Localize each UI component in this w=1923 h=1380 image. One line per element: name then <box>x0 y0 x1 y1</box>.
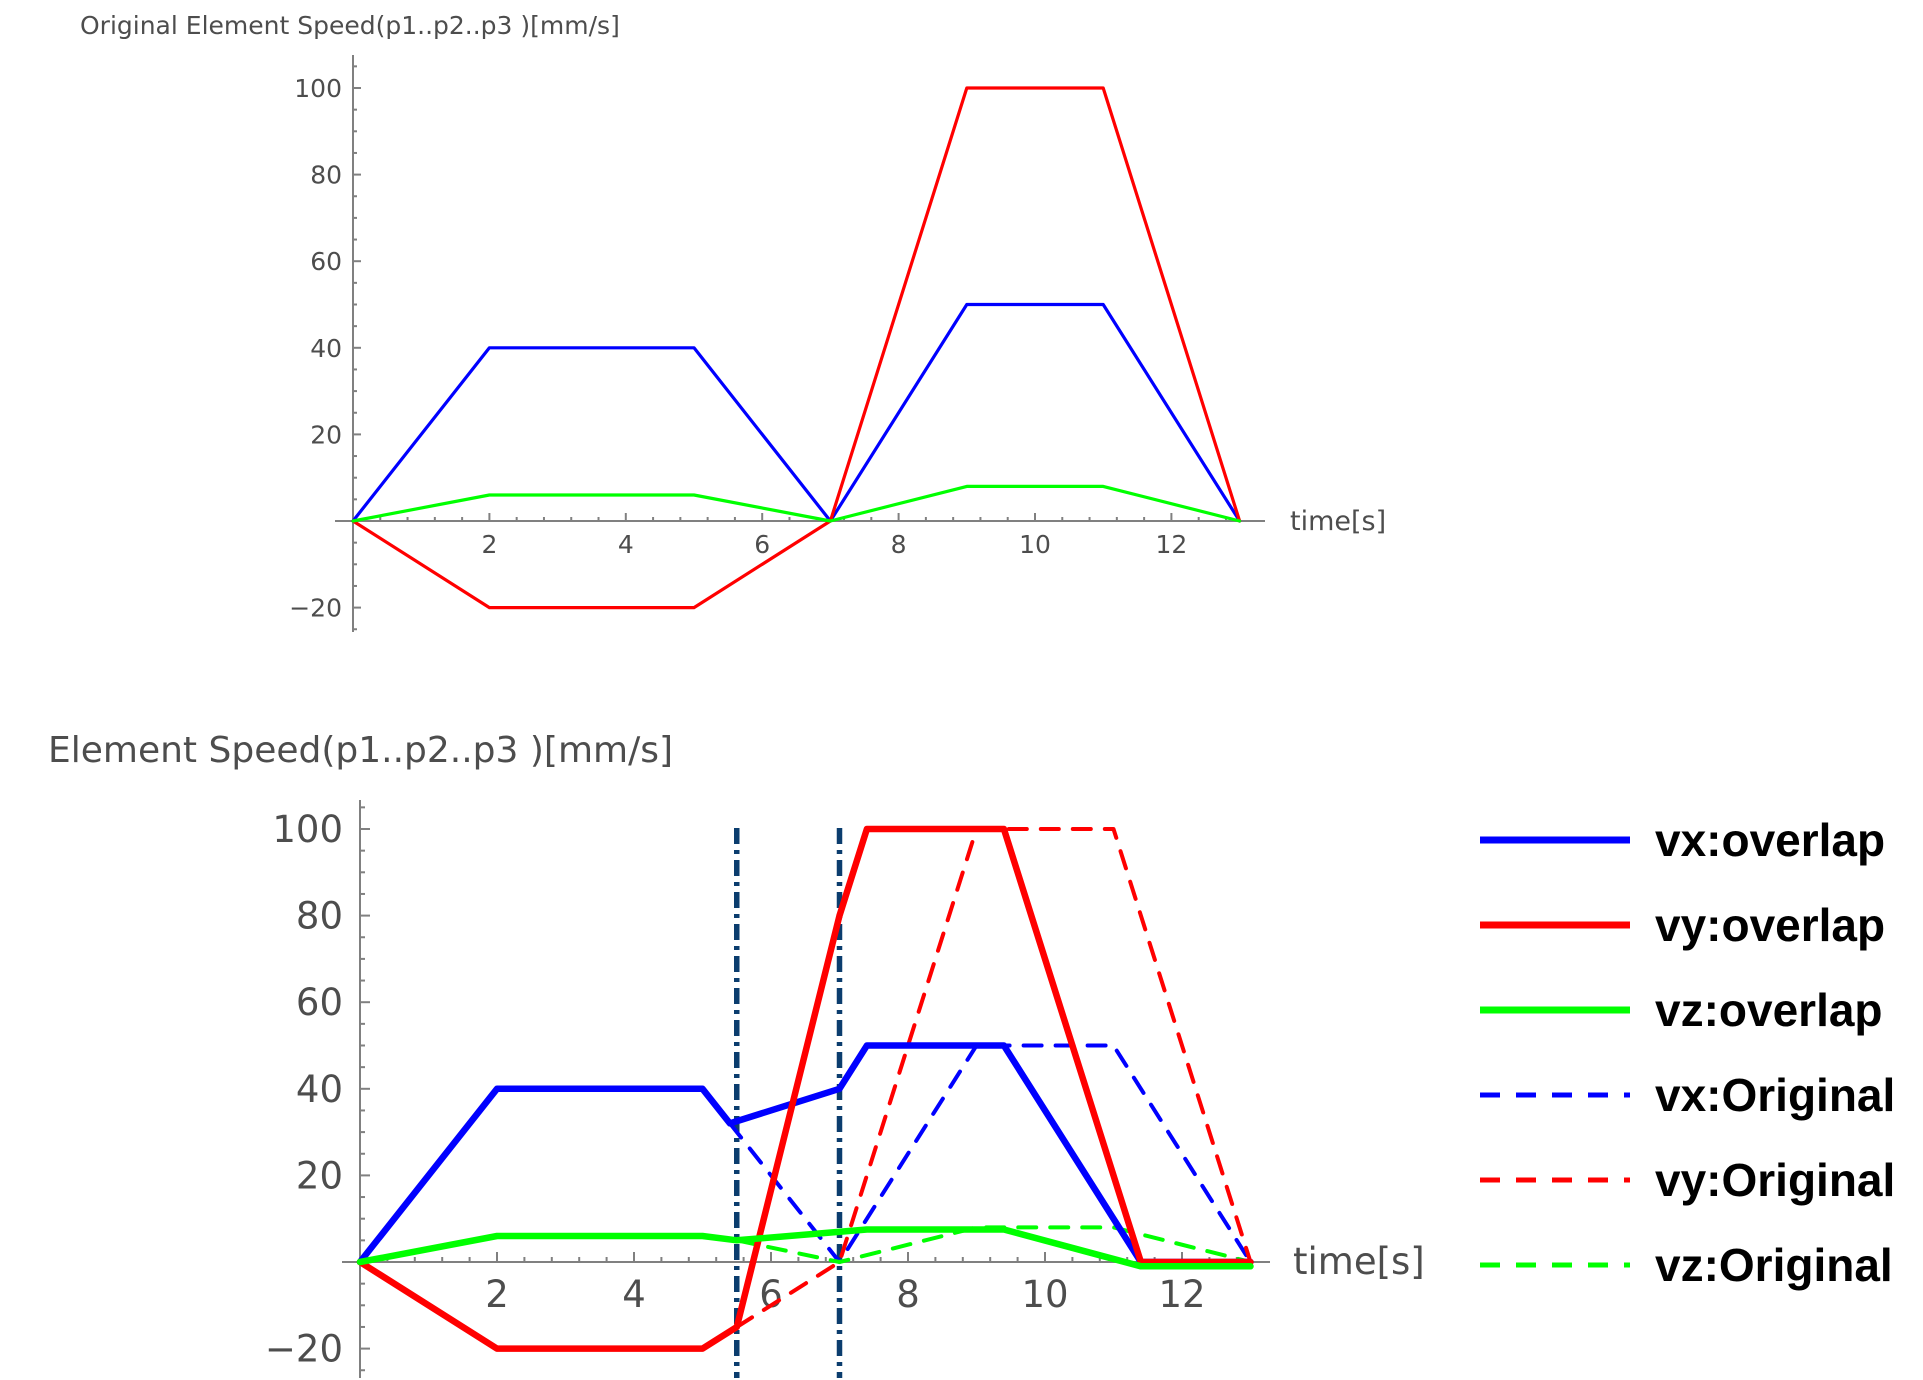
y-tick-label: 100 <box>272 808 343 851</box>
y-tick-label: 80 <box>310 161 342 190</box>
x-tick-label: 8 <box>896 1273 920 1316</box>
y-tick-label: 40 <box>296 1068 343 1111</box>
legend: vx:overlap vy:overlap vz:overlap vx:Origina… <box>1480 814 1895 1291</box>
y-tick-label: 60 <box>296 981 343 1024</box>
legend-label: vy:overlap <box>1655 899 1885 951</box>
x-tick-label: 12 <box>1155 530 1187 559</box>
x-tick-label: 4 <box>618 530 634 559</box>
legend-label: vx:Original <box>1655 1069 1895 1121</box>
x-tick-label: 6 <box>754 530 770 559</box>
x-tick-label: 2 <box>481 530 497 559</box>
y-tick-label: 20 <box>310 420 342 449</box>
chart-title: Original Element Speed(p1..p2..p3 )[mm/s… <box>80 11 620 40</box>
x-tick-label: 12 <box>1158 1273 1205 1316</box>
legend-label: vx:overlap <box>1655 814 1885 866</box>
x-axis-label: time[s] <box>1290 506 1386 537</box>
series-line-series-2 <box>351 484 1242 523</box>
chart-element-speed: Element Speed(p1..p2..p3 )[mm/s] −20 20 40… <box>48 730 1425 1378</box>
y-tick-label: 80 <box>296 895 343 938</box>
y-tick-label: 100 <box>294 74 342 103</box>
legend-label: vy:Original <box>1655 1154 1895 1206</box>
y-tick-label: 60 <box>310 247 342 276</box>
x-axis-label: time[s] <box>1293 1240 1425 1283</box>
y-tick-label: −20 <box>265 1328 343 1371</box>
x-tick-label: 10 <box>1021 1273 1068 1316</box>
chart-original-speed: Original Element Speed(p1..p2..p3 )[mm/s… <box>80 11 1386 632</box>
x-tick-label: 10 <box>1019 530 1051 559</box>
y-tick-label: 20 <box>296 1154 343 1197</box>
series-line-vz-original <box>734 1225 1253 1264</box>
y-tick-label: −20 <box>289 594 342 623</box>
legend-label: vz:Original <box>1655 1239 1893 1291</box>
chart-title: Element Speed(p1..p2..p3 )[mm/s] <box>48 730 673 771</box>
legend-label: vz:overlap <box>1655 984 1883 1036</box>
series-line-vy-overlap <box>356 825 1254 1352</box>
x-tick-label: 8 <box>891 530 907 559</box>
x-tick-label: 6 <box>759 1273 783 1316</box>
y-tick-label: 40 <box>310 334 342 363</box>
series-line-vx-overlap <box>356 1042 1254 1266</box>
series-line-vy-original <box>734 827 1253 1329</box>
x-tick-label: 4 <box>622 1273 646 1316</box>
series-line-vz-overlap <box>356 1226 1254 1270</box>
x-tick-label: 2 <box>485 1273 509 1316</box>
